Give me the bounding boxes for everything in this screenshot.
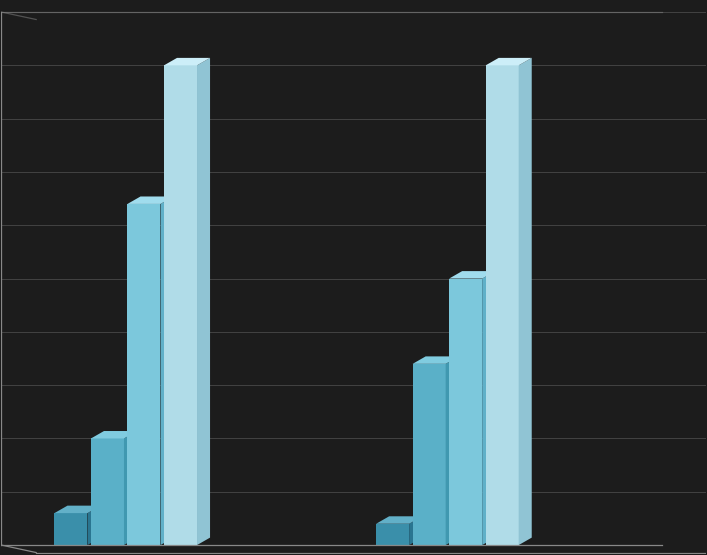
Polygon shape bbox=[54, 506, 100, 513]
Polygon shape bbox=[376, 516, 422, 524]
Bar bbox=[54, 513, 88, 545]
Polygon shape bbox=[482, 271, 495, 545]
Polygon shape bbox=[124, 431, 137, 545]
Polygon shape bbox=[519, 58, 532, 545]
Bar bbox=[91, 438, 124, 545]
Polygon shape bbox=[413, 356, 459, 364]
Bar bbox=[486, 65, 519, 545]
Bar bbox=[449, 279, 482, 545]
Bar bbox=[413, 364, 445, 545]
Polygon shape bbox=[164, 58, 210, 65]
Polygon shape bbox=[197, 58, 210, 545]
Polygon shape bbox=[409, 516, 422, 545]
Polygon shape bbox=[449, 271, 495, 279]
Polygon shape bbox=[160, 196, 173, 545]
Bar bbox=[127, 204, 160, 545]
Polygon shape bbox=[445, 356, 459, 545]
Bar bbox=[164, 65, 197, 545]
Polygon shape bbox=[127, 196, 173, 204]
Polygon shape bbox=[91, 431, 137, 438]
Bar bbox=[376, 524, 409, 545]
Polygon shape bbox=[486, 58, 532, 65]
Polygon shape bbox=[88, 506, 100, 545]
